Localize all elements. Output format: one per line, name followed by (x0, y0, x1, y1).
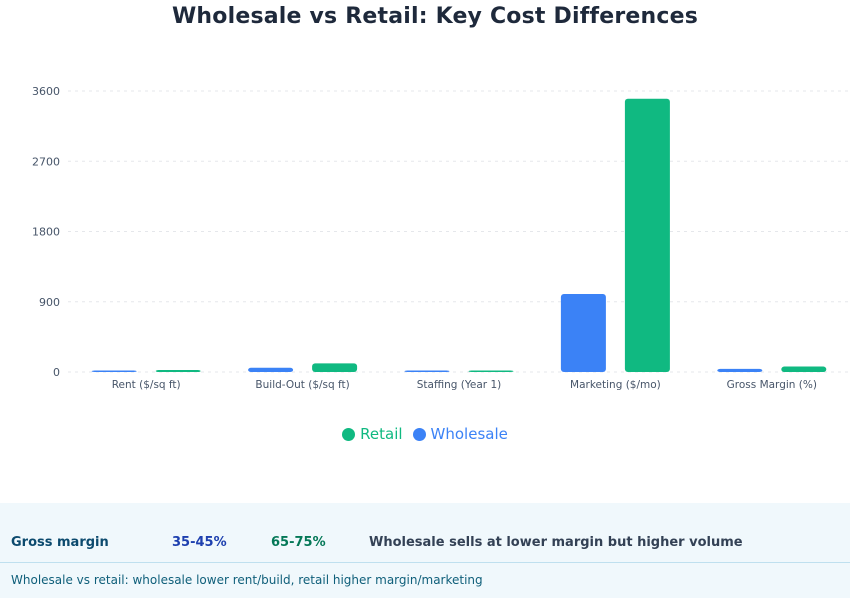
caption: Wholesale vs retail: wholesale lower ren… (11, 573, 483, 587)
y-tick-label: 2700 (32, 155, 60, 168)
x-tick-label: Build-Out ($/sq ft) (255, 379, 349, 391)
y-tick-label: 900 (39, 296, 60, 309)
bar-retail-3[interactable] (624, 98, 670, 373)
row-label: Gross margin (11, 535, 109, 550)
legend-item-retail[interactable]: Retail (342, 425, 403, 443)
x-tick-label: Gross Margin (%) (727, 379, 817, 391)
divider (0, 562, 850, 563)
y-tick-label: 3600 (32, 85, 60, 98)
retail-value: 65-75% (271, 535, 326, 550)
legend-swatch-retail (342, 427, 356, 441)
y-tick-label: 1800 (32, 226, 60, 239)
x-tick-label: Marketing ($/mo) (570, 379, 661, 391)
bar-wholesale-2[interactable] (404, 370, 450, 373)
chart-title: Wholesale vs Retail: Key Cost Difference… (171, 4, 699, 29)
bar-wholesale-0[interactable] (91, 370, 137, 373)
bar-retail-0[interactable] (155, 370, 201, 372)
bar-wholesale-4[interactable] (717, 368, 763, 372)
legend-label-wholesale: Wholesale (430, 425, 508, 443)
x-tick-label: Rent ($/sq ft) (112, 379, 181, 391)
wholesale-value: 35-45% (172, 535, 227, 550)
bar-chart: 0 900 1800 2700 3600 Rent ($/sq ft) Build-Out … (32, 85, 850, 391)
bar-retail-4[interactable] (781, 366, 827, 372)
bar-retail-1[interactable] (312, 363, 358, 372)
bar-retail-2[interactable] (468, 370, 514, 373)
comparison-panel: Gross margin 35-45% 65-75% Wholesale sel… (0, 503, 850, 598)
legend-item-wholesale[interactable]: Wholesale (412, 425, 508, 443)
bar-wholesale-3[interactable] (560, 293, 606, 372)
y-tick-label: 0 (53, 366, 60, 379)
row-note: Wholesale sells at lower margin but high… (369, 535, 743, 550)
table-row: Gross margin 35-45% 65-75% Wholesale sel… (0, 531, 850, 555)
x-tick-label: Staffing (Year 1) (417, 379, 501, 391)
legend-swatch-wholesale (412, 427, 426, 441)
legend-label-retail: Retail (360, 425, 403, 443)
bar-wholesale-1[interactable] (248, 367, 294, 372)
legend: Retail Wholesale (0, 425, 850, 443)
